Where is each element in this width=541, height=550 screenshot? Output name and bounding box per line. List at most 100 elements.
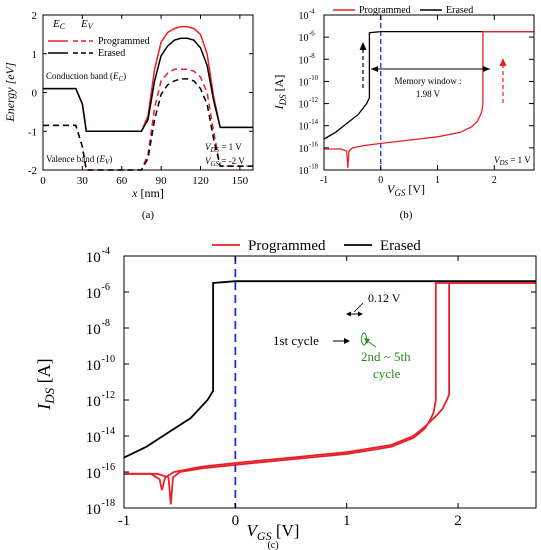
y-tick-label: 10: [86, 250, 101, 266]
later-cycles-marker: [361, 332, 367, 346]
y-tick-label: 10: [299, 144, 309, 155]
y-tick-label: 0: [32, 88, 38, 100]
later-cycles-label: 2nd ~ 5th: [361, 349, 411, 364]
shift-arrowhead-right: [358, 311, 363, 317]
legend-label-programmed: Programmed: [248, 238, 326, 254]
legend-label-programmed: Programmed: [98, 36, 150, 47]
y-tick-exponent: -18: [309, 164, 319, 171]
later-cycles-arrowhead: [364, 338, 370, 344]
y-tick-label: 10: [86, 322, 101, 338]
x-tick-label: 120: [192, 175, 209, 187]
x-tick-label: 60: [116, 175, 128, 187]
y-tick-label: 10: [299, 100, 309, 111]
memory-window-arrowhead-left: [371, 66, 378, 72]
legend-label-erased: Erased: [380, 238, 421, 254]
y-tick-label: 10: [86, 394, 101, 410]
y-tick-label: 10: [86, 430, 101, 446]
erase-direction-arrowhead: [359, 42, 367, 50]
y-tick-label: 10: [299, 55, 309, 66]
panel-c-xlabel: VGS [V]: [247, 521, 300, 543]
series-line-erased-ev: [43, 78, 253, 171]
y-tick-label: -2: [28, 165, 37, 177]
y-tick-exponent: -12: [309, 97, 319, 104]
series-line-programmed-2nd-5th: [124, 282, 536, 491]
x-tick-label: 0: [40, 175, 46, 187]
y-tick-exponent: -14: [309, 119, 319, 126]
shift-leader: [353, 302, 364, 313]
panel-b: -1 0 1 210-1810-1610-1410-1210-1010-810-610…: [272, 5, 535, 221]
first-cycle-label: 1st cycle: [273, 333, 319, 348]
y-tick-label: 1: [32, 49, 38, 61]
x-tick-label: 2: [454, 513, 462, 529]
y-tick-exponent: -10: [309, 75, 319, 82]
x-tick-label: 2: [492, 175, 497, 186]
x-tick-label: -1: [118, 513, 131, 529]
y-tick-exponent: -4: [309, 9, 315, 16]
x-tick-label: 1: [435, 175, 440, 186]
series-line-programmed: [324, 30, 534, 168]
y-tick-label: -1: [28, 126, 37, 138]
panel-c-frame: [123, 255, 537, 509]
y-tick-label: 2: [32, 10, 38, 22]
panel-c-ylabel: IDS [A]: [34, 358, 57, 410]
panel-c-legend: Programmed Erased: [212, 238, 421, 254]
y-tick-label: 10: [86, 466, 101, 482]
shift-label: 0.12 V: [368, 291, 401, 305]
legend-label-programmed: Programmed: [359, 5, 411, 16]
legend-label-erased: Erased: [446, 5, 473, 16]
y-tick-exponent: -16: [309, 141, 319, 148]
y-tick-exponent: -6: [102, 282, 111, 293]
panel-b-caption: (b): [400, 209, 413, 221]
y-tick-exponent: -18: [102, 498, 116, 509]
annotation-conduction-band: Conduction band (EC): [46, 71, 126, 83]
x-tick-label: 0: [232, 513, 240, 529]
first-cycle-arrowhead: [344, 338, 350, 344]
y-tick-exponent: -8: [102, 318, 111, 329]
y-tick-label: 10: [299, 166, 309, 177]
x-tick-label: 0: [378, 175, 383, 186]
memory-window-value: 1.98 V: [416, 89, 441, 99]
panel-b-frame: [323, 14, 535, 171]
x-tick-label: 90: [156, 175, 168, 187]
y-tick-label: 10: [299, 122, 309, 133]
panel-c-caption: (c): [267, 540, 278, 550]
x-tick-label: -1: [320, 175, 328, 186]
panel-b-legend: Programmed Erased: [333, 5, 473, 16]
legend-header-ec: EC: [52, 18, 66, 31]
y-tick-exponent: -10: [102, 354, 116, 365]
legend-header-ev: EV: [80, 18, 94, 31]
memory-window-arrowhead-right: [483, 66, 490, 72]
panel-a-legend: EC EV Programmed Erased: [48, 18, 150, 59]
series-line-programmed-1st: [124, 282, 536, 505]
y-tick-exponent: -6: [309, 31, 315, 38]
x-tick-label: 30: [77, 175, 89, 187]
panel-a-xlabel: x [nm]: [131, 186, 164, 200]
y-tick-exponent: -16: [102, 462, 116, 473]
x-tick-label: 150: [232, 175, 249, 187]
y-tick-label: 10: [86, 502, 101, 518]
panel-a-caption: (a): [142, 209, 155, 221]
series-line-erased-ec: [43, 37, 253, 133]
y-tick-exponent: -14: [102, 426, 116, 437]
y-tick-exponent: -12: [102, 390, 116, 401]
x-tick-label: 1: [343, 513, 351, 529]
panel-a-ylabel: Energy [eV]: [3, 62, 17, 123]
y-tick-label: 10: [299, 11, 309, 22]
panel-c: -1 0 1 210-1810-1610-1410-1210-1010-810-610…: [34, 238, 537, 550]
y-tick-exponent: -8: [309, 53, 315, 60]
annotation-vgs: VGS = -2 V: [205, 156, 245, 168]
annotation-vds-b: VDS = 1 V: [494, 155, 531, 167]
legend-label-erased: Erased: [98, 48, 125, 59]
y-tick-label: 10: [299, 33, 309, 44]
y-tick-exponent: -4: [102, 246, 111, 257]
y-tick-label: 10: [86, 286, 101, 302]
memory-window-label-bg: [392, 73, 464, 100]
program-direction-arrowhead: [499, 58, 507, 66]
y-tick-label: 10: [86, 358, 101, 374]
annotation-vds: VDS = 1 V: [205, 142, 242, 154]
series-line-erased: [123, 280, 536, 459]
memory-window-label: Memory window :: [395, 76, 462, 86]
shift-arrowhead-left: [346, 311, 351, 317]
